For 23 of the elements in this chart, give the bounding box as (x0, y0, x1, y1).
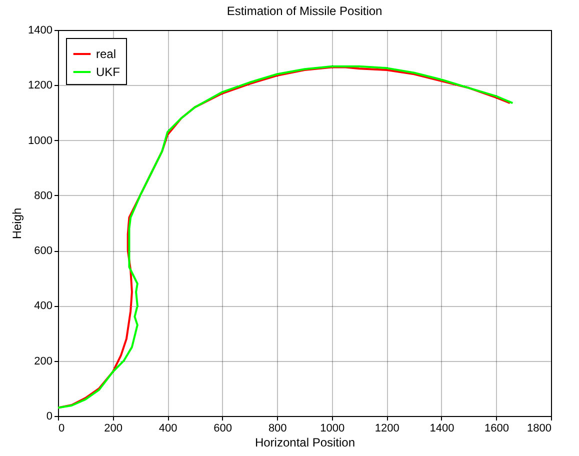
chart-title: Estimation of Missile Position (226, 4, 382, 18)
y-tick-label: 1000 (28, 134, 52, 147)
x-tick-label: 200 (104, 422, 122, 434)
x-axis-title: Horizontal Position (254, 436, 356, 450)
x-tick-label: 1600 (484, 422, 509, 434)
x-tick-label: 1200 (374, 422, 400, 434)
y-axis-title: Heigh (10, 208, 24, 240)
y-tick-label: 400 (34, 300, 52, 312)
y-tick-label: 200 (34, 355, 52, 368)
x-tick-label: 0 (58, 422, 65, 434)
x-tick-label: 1000 (320, 422, 345, 434)
x-tick-label: 800 (268, 422, 287, 434)
y-tick-label: 1400 (28, 24, 52, 36)
y-tick-label: 800 (34, 190, 52, 202)
legend-label: real (96, 47, 116, 61)
y-tick-label: 0 (46, 410, 52, 422)
x-tick-label: 400 (158, 422, 178, 434)
x-tick-label: 1400 (430, 422, 454, 434)
x-tick-label: 1800 (527, 422, 552, 434)
legend-label: UKF (96, 65, 120, 79)
x-tick-label: 600 (214, 422, 232, 434)
y-tick-label: 600 (34, 245, 52, 258)
y-tick-label: 1200 (28, 80, 52, 92)
